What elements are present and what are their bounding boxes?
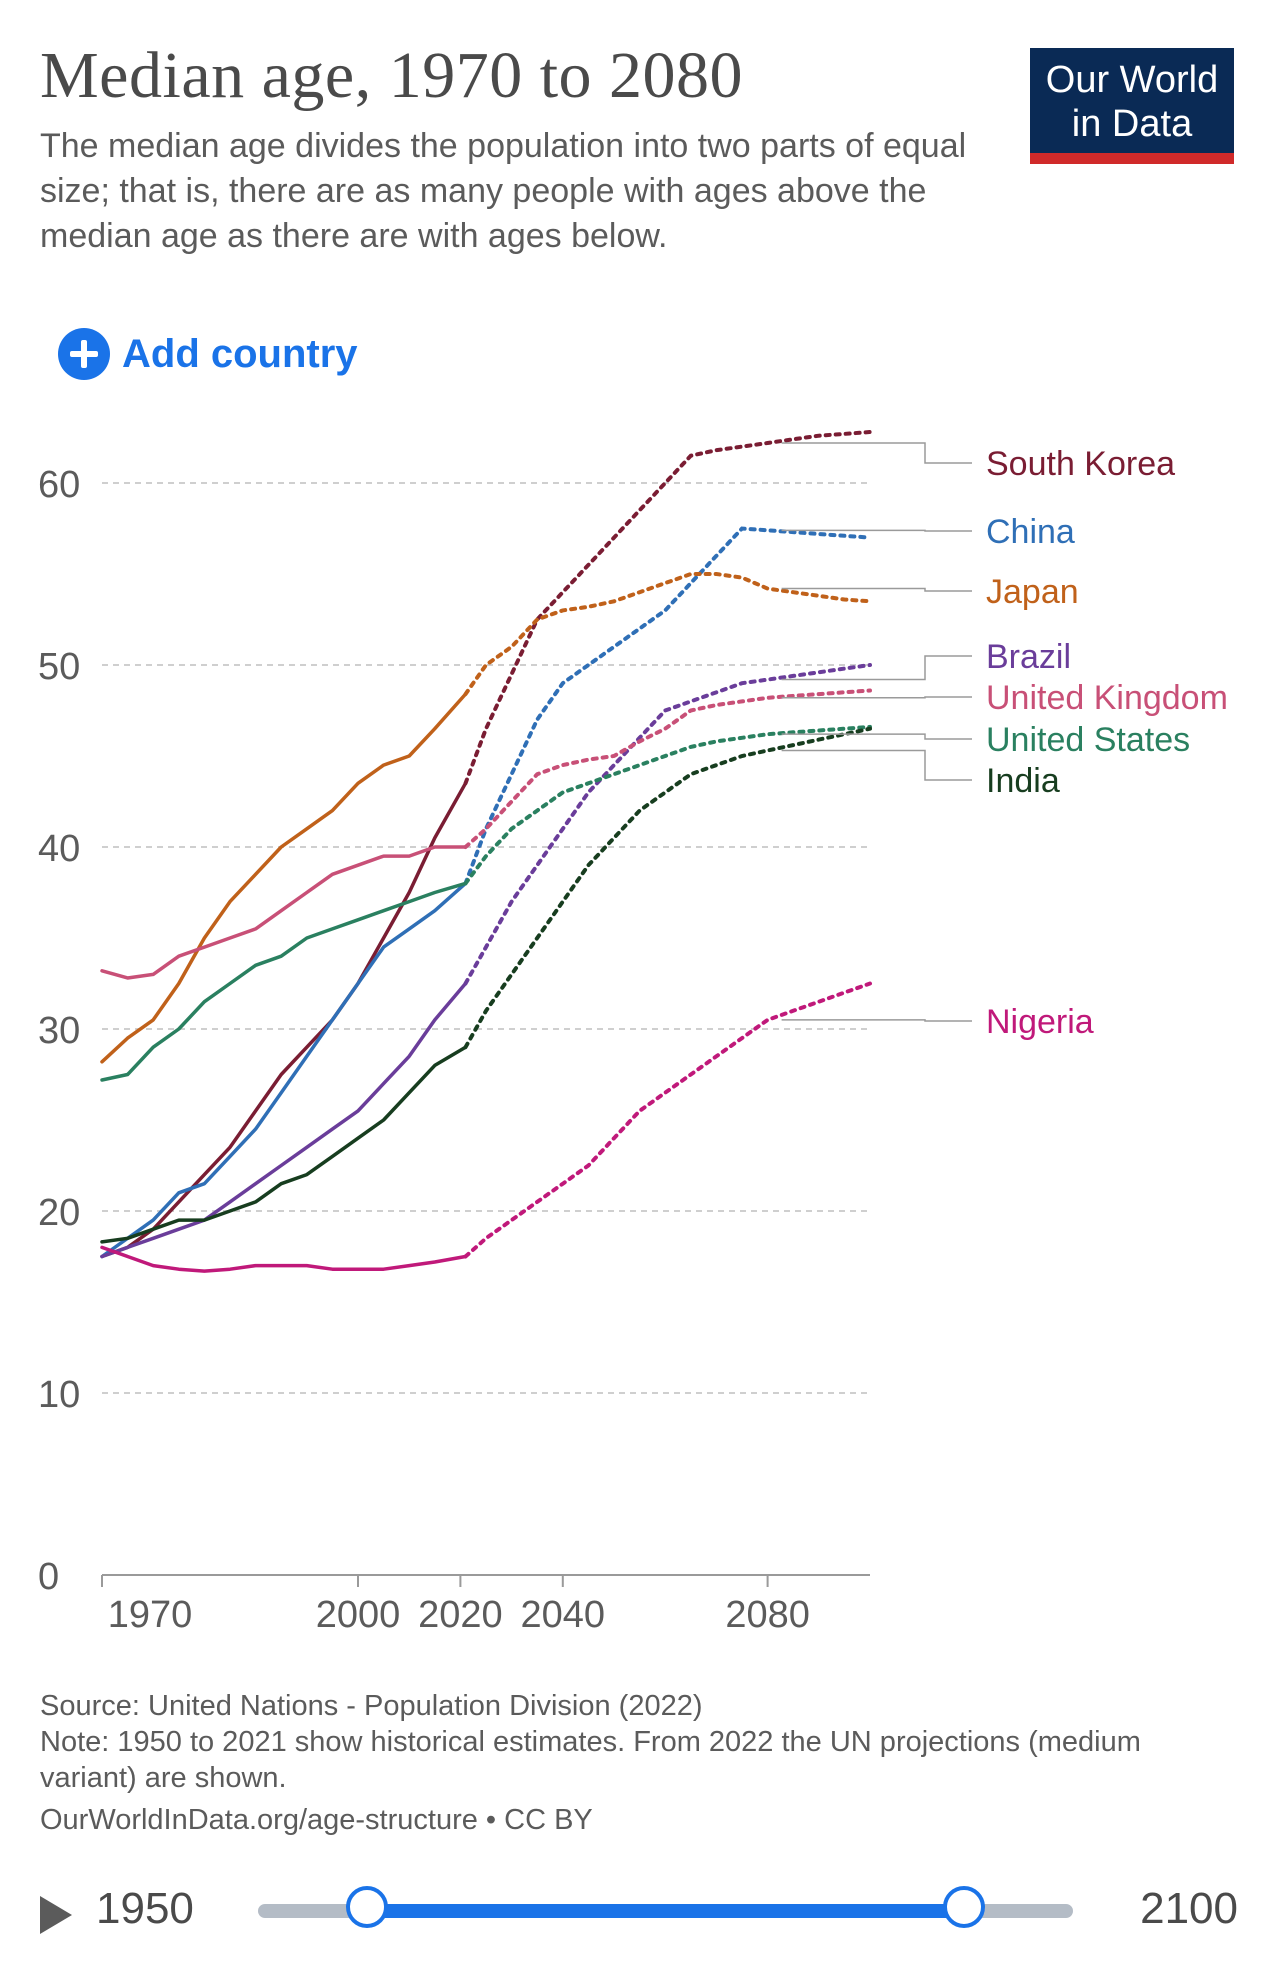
- legend-connector-japan: [781, 587, 972, 592]
- series-projection-nigeria: [463, 981, 872, 1259]
- series-projection-united-states: [463, 724, 872, 886]
- plus-circle-icon: [58, 328, 110, 380]
- series-projection-brazil: [463, 663, 872, 986]
- timeline: 1950 2100: [0, 1876, 1280, 1956]
- note-text: Note: 1950 to 2021 show historical estim…: [40, 1726, 1141, 1794]
- legend-label-united-states: United States: [986, 721, 1190, 759]
- x-tick-label: 1970: [108, 1594, 193, 1636]
- y-tick-label: 30: [38, 1010, 80, 1052]
- y-tick-label: 20: [38, 1192, 80, 1234]
- legend-connector-india: [781, 749, 972, 781]
- legend-label-nigeria: Nigeria: [986, 1003, 1094, 1041]
- x-tick-label: 2020: [418, 1594, 503, 1636]
- series-line-united-kingdom: [100, 845, 468, 980]
- y-tick-label: 40: [38, 828, 80, 870]
- series-line-japan: [100, 692, 468, 1064]
- legend-connector-nigeria: [781, 1019, 972, 1022]
- source-text: Source: United Nations - Population Divi…: [40, 1690, 703, 1722]
- play-icon[interactable]: [40, 1896, 72, 1934]
- logo-line-1: Our World: [1045, 59, 1219, 101]
- y-tick-label: 0: [38, 1556, 59, 1598]
- chart-subtitle: The median age divides the population in…: [40, 127, 967, 255]
- x-tick-label: 2040: [521, 1594, 606, 1636]
- owid-logo[interactable]: Our World in Data: [1030, 48, 1234, 164]
- add-country-button[interactable]: Add country: [58, 328, 358, 380]
- url-text[interactable]: OurWorldInData.org/age-structure • CC BY: [40, 1804, 593, 1836]
- series-projection-japan: [463, 572, 872, 697]
- chart-footer: Source: United Nations - Population Divi…: [40, 1688, 1220, 1838]
- series-projection-south-korea: [463, 430, 872, 786]
- legend-label-south-korea: South Korea: [986, 445, 1175, 483]
- y-tick-label: 60: [38, 464, 80, 506]
- timeline-start-label: 1950: [96, 1884, 194, 1933]
- series-line-united-states: [100, 881, 468, 1082]
- x-tick-label: 2000: [316, 1594, 401, 1636]
- series-line-nigeria: [100, 1245, 468, 1273]
- series-projection-india: [463, 726, 872, 1050]
- timeline-end-handle[interactable]: [943, 1886, 986, 1928]
- y-tick-label: 10: [38, 1374, 80, 1416]
- legend-label-united-kingdom: United Kingdom: [986, 679, 1228, 717]
- series-line-brazil: [100, 981, 468, 1259]
- legend-label-china: China: [986, 513, 1075, 551]
- legend-label-brazil: Brazil: [986, 638, 1071, 676]
- chart-title: Median age, 1970 to 2080: [40, 39, 744, 112]
- legend-connector-south-korea: [781, 442, 972, 464]
- x-tick-label: 2080: [725, 1594, 810, 1636]
- series-projection-china: [463, 526, 872, 886]
- series-line-south-korea: [100, 781, 468, 1259]
- legend-connector-china: [781, 529, 972, 532]
- timeline-selected-range: [366, 1904, 965, 1918]
- add-country-label: Add country: [122, 331, 358, 376]
- series-projection-united-kingdom: [463, 688, 872, 849]
- line-chart: 0 10 20 30 40 50 60 1970 2000 2020 2040 2080 South K…: [38, 430, 1228, 1636]
- timeline-start-handle[interactable]: [345, 1886, 388, 1928]
- legend-connector-united-kingdom: [781, 696, 972, 699]
- logo-line-2: in Data: [1071, 103, 1193, 145]
- series-line-china: [100, 881, 468, 1259]
- series-line-india: [100, 1045, 468, 1244]
- legend-connector-brazil: [781, 655, 972, 681]
- legend-connector-united-states: [781, 733, 972, 740]
- timeline-end-label: 2100: [1140, 1884, 1238, 1933]
- legend-label-india: India: [986, 762, 1060, 800]
- legend-label-japan: Japan: [986, 573, 1079, 611]
- y-tick-label: 50: [38, 646, 80, 688]
